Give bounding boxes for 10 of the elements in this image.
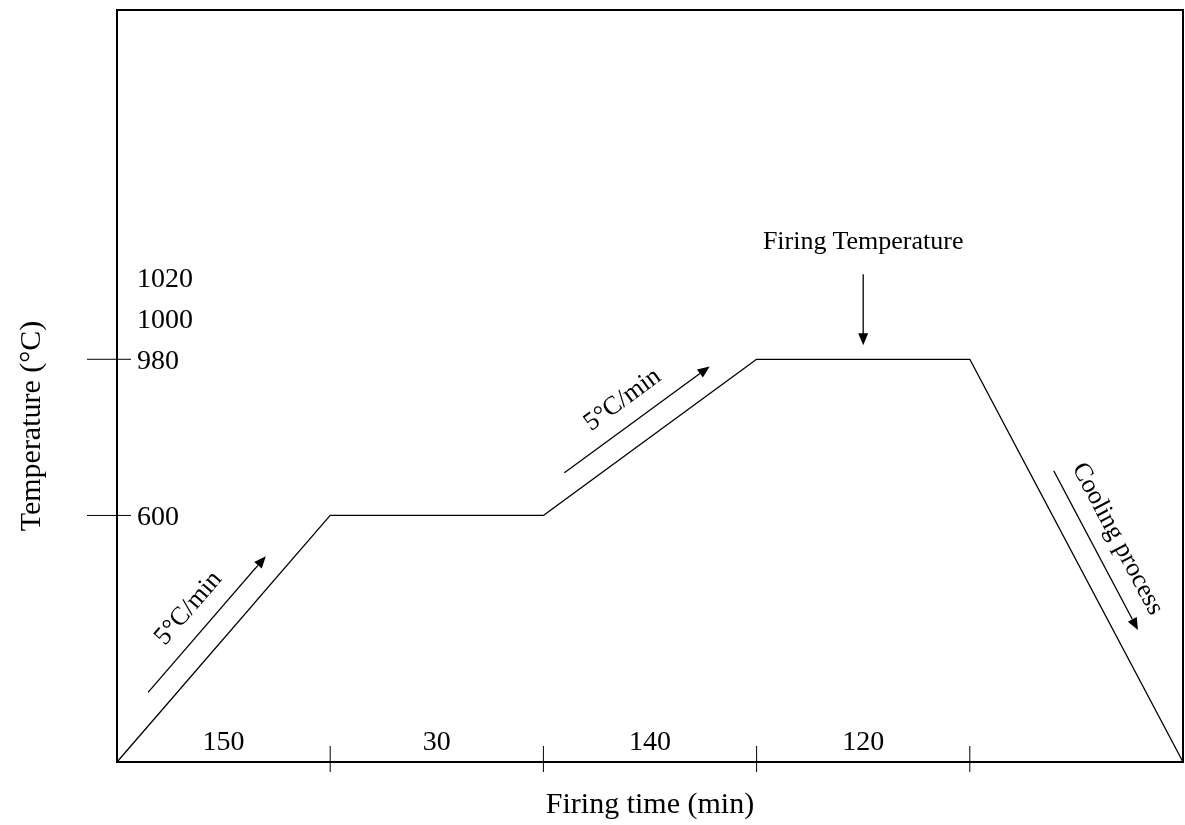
x-axis-title: Firing time (min) xyxy=(545,786,755,820)
annotation: 30 xyxy=(422,725,451,756)
annotation: 1020 1000 xyxy=(137,262,193,335)
y-axis-title: Temperature (°C) xyxy=(13,320,47,532)
annotation: 120 xyxy=(842,725,885,756)
y-tick-label: 980 xyxy=(137,344,179,376)
annotation: 140 xyxy=(629,725,671,756)
annotation: 150 xyxy=(202,725,245,756)
y-tick-label: 600 xyxy=(137,500,179,532)
annotation: Firing Temperature xyxy=(762,226,964,256)
